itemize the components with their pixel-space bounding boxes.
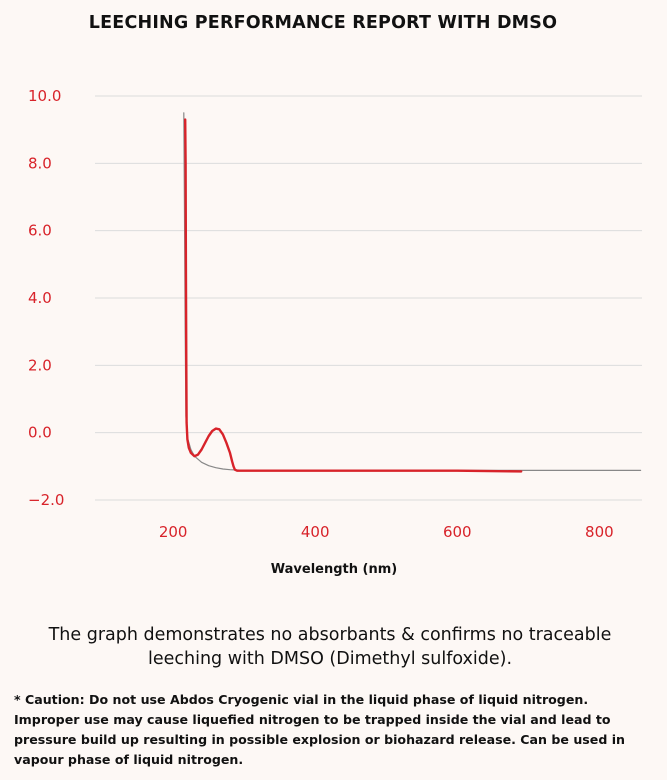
x-tick-label: 400 [301, 523, 330, 541]
caution-note: * Caution: Do not use Abdos Cryogenic vi… [14, 692, 625, 767]
x-axis-label: Wavelength (nm) [271, 562, 397, 577]
y-tick-label: 10.0 [28, 87, 61, 105]
y-tick-label: 8.0 [28, 154, 52, 172]
dmso-series-line [183, 118, 523, 473]
leeching-chart: 10.0 8.0 6.0 4.0 2.0 0.0 −2.0 200 400 600 800 Wav… [28, 87, 642, 577]
y-tick-label: 0.0 [28, 424, 52, 442]
grid-lines [95, 95, 642, 501]
y-tick-label: 6.0 [28, 222, 52, 240]
y-axis-ticks: 10.0 8.0 6.0 4.0 2.0 0.0 −2.0 [28, 87, 64, 509]
summary-text: The graph demonstrates no absorbants & c… [48, 625, 612, 669]
y-tick-label: −2.0 [28, 491, 64, 509]
x-tick-label: 600 [443, 523, 472, 541]
y-tick-label: 2.0 [28, 356, 52, 374]
chart-title: LEECHING PERFORMANCE REPORT WITH DMSO [88, 13, 558, 33]
y-tick-label: 4.0 [28, 289, 52, 307]
x-tick-label: 800 [585, 523, 614, 541]
series-lines [183, 112, 642, 473]
baseline-series-line [183, 112, 642, 471]
x-tick-label: 200 [159, 523, 188, 541]
x-axis-ticks: 200 400 600 800 [159, 523, 614, 541]
